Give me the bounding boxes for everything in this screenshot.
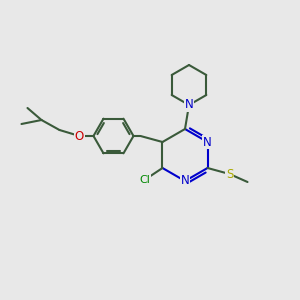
Text: N: N [203, 136, 212, 148]
Text: S: S [226, 167, 233, 181]
Text: N: N [181, 175, 189, 188]
Text: N: N [184, 98, 194, 112]
Text: O: O [75, 130, 84, 142]
Text: Cl: Cl [139, 175, 150, 185]
